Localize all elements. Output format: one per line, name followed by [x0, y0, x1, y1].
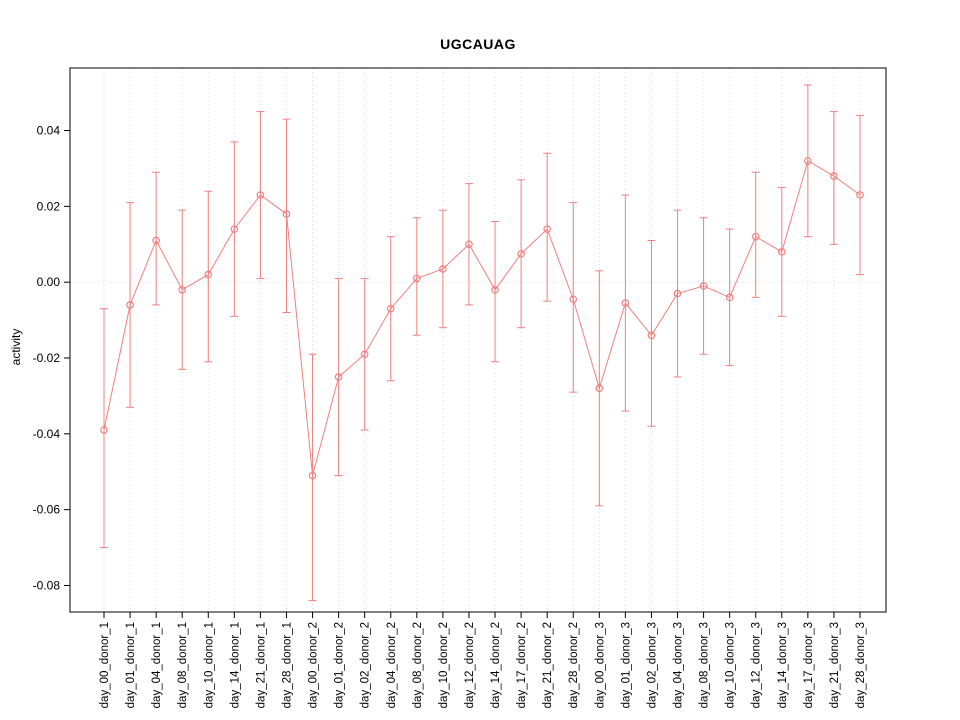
y-tick-label: -0.08: [33, 578, 61, 592]
data-point: [465, 240, 473, 249]
x-tick-label: day_02_donor_2: [360, 622, 372, 708]
x-tick-label: day_14_donor_3: [777, 622, 789, 708]
data-point: [725, 293, 734, 302]
x-tick-label: day_21_donor_2: [542, 622, 554, 708]
x-tick-label: day_04_donor_1: [151, 622, 163, 708]
y-tick-label: -0.02: [33, 351, 61, 365]
data-point: [777, 248, 786, 256]
data-point: [100, 426, 108, 434]
data-point: [830, 172, 838, 180]
data-point: [282, 210, 291, 218]
x-tick-label: day_08_donor_1: [177, 622, 189, 708]
y-tick-label: 0.02: [37, 199, 61, 213]
x-tick-label: day_28_donor_1: [281, 622, 293, 708]
x-tick-label: day_17_donor_2: [516, 622, 528, 708]
data-point: [804, 157, 812, 165]
x-tick-label: day_10_donor_2: [438, 622, 450, 708]
data-point: [595, 384, 604, 393]
x-tick-label: day_00_donor_3: [594, 622, 606, 708]
data-point: [256, 191, 265, 199]
y-tick-label: 0.00: [37, 275, 61, 289]
data-point: [204, 270, 213, 279]
data-point: [334, 373, 343, 381]
series-line: [103, 160, 861, 476]
x-tick-label: day_10_donor_3: [725, 622, 737, 708]
x-tick-label: day_12_donor_2: [464, 622, 476, 708]
x-tick-label: day_28_donor_3: [855, 622, 867, 708]
data-point: [126, 301, 134, 309]
data-point: [413, 274, 421, 283]
x-tick-label: day_00_donor_2: [308, 622, 320, 708]
x-tick-label: day_14_donor_1: [229, 622, 241, 708]
data-point: [178, 285, 187, 294]
x-tick-label: day_10_donor_1: [203, 622, 215, 708]
x-tick-label: day_04_donor_3: [673, 622, 685, 708]
data-point: [569, 295, 578, 304]
x-tick-label: day_04_donor_2: [386, 622, 398, 708]
data-point: [360, 350, 369, 359]
x-tick-label: day_01_donor_3: [620, 622, 632, 708]
x-tick-label: day_21_donor_1: [255, 622, 267, 708]
x-tick-label: day_14_donor_2: [490, 622, 502, 708]
data-point: [699, 282, 708, 290]
x-tick-label: day_02_donor_3: [646, 622, 658, 708]
data-point: [439, 265, 447, 273]
x-tick-label: day_17_donor_3: [803, 622, 815, 708]
x-tick-label: day_12_donor_3: [751, 622, 763, 708]
data-point: [543, 225, 551, 233]
data-point: [751, 232, 760, 241]
data-point: [673, 289, 682, 298]
data-point: [152, 236, 160, 245]
data-point: [491, 285, 499, 294]
plot-border: [69, 67, 887, 613]
y-tick-label: -0.04: [33, 427, 61, 441]
data-point: [308, 471, 317, 480]
x-tick-label: day_21_donor_3: [829, 622, 841, 708]
data-point: [386, 304, 395, 313]
data-point: [647, 331, 656, 340]
x-tick-label: day_01_donor_1: [125, 622, 137, 708]
data-point: [517, 249, 525, 258]
y-axis-label: activity: [9, 328, 23, 366]
data-point: [621, 299, 630, 307]
x-tick-label: day_01_donor_2: [334, 622, 346, 708]
x-tick-label: day_08_donor_2: [412, 622, 424, 708]
x-tick-label: day_00_donor_1: [99, 622, 111, 708]
data-point: [856, 191, 864, 199]
x-tick-label: day_08_donor_3: [699, 622, 711, 708]
chart-title: UGCAUAG: [440, 36, 516, 52]
y-tick-label: 0.04: [37, 124, 61, 138]
y-tick-label: -0.06: [33, 503, 61, 517]
data-point: [230, 225, 239, 233]
x-tick-label: day_28_donor_2: [568, 622, 580, 708]
